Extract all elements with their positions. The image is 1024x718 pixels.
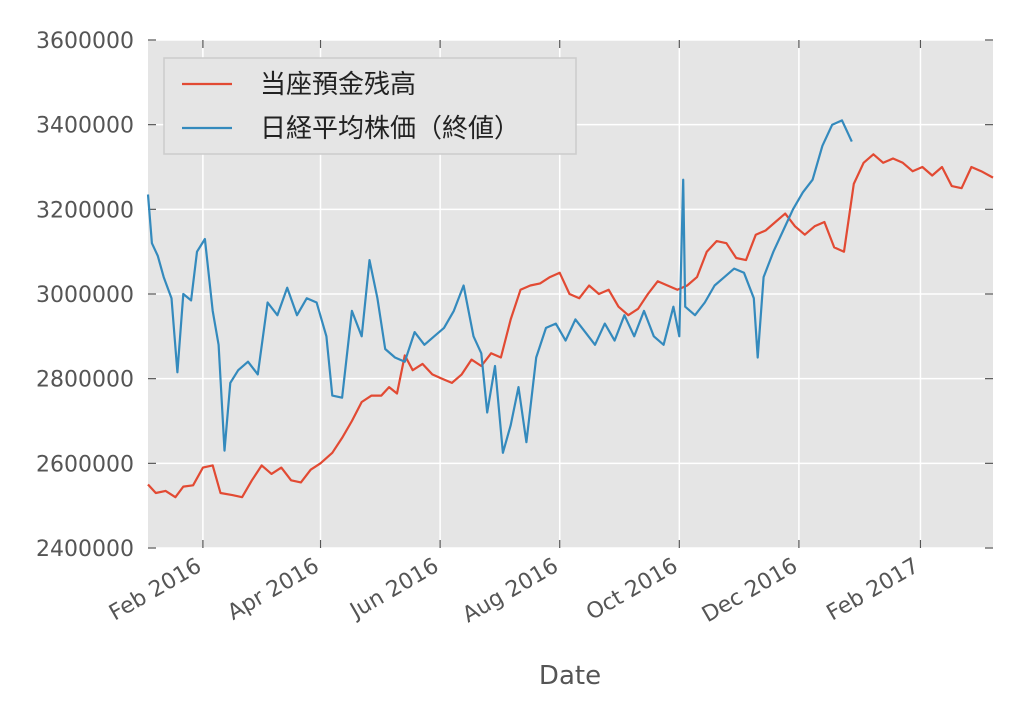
y-tick-label: 2400000 [36, 537, 134, 562]
y-tick-label: 2600000 [36, 452, 134, 477]
legend-label-2: 日経平均株価（終値） [260, 114, 520, 144]
x-tick-label: Dec 2016 [698, 554, 802, 628]
x-tick-label: Jun 2016 [345, 554, 444, 625]
y-tick-label: 3200000 [36, 198, 134, 223]
x-tick-label: Aug 2016 [458, 554, 562, 629]
legend-label-1: 当座預金残高 [260, 70, 416, 100]
x-tick-label: Feb 2016 [105, 554, 206, 627]
x-tick-labels: Feb 2016 Apr 2016 Jun 2016 Aug 2016 Oct 2016… [105, 554, 923, 629]
series-line-2 [146, 119, 853, 454]
legend-box [163, 57, 577, 155]
y-tick-label: 3600000 [36, 29, 134, 54]
y-tick-label: 2800000 [36, 368, 134, 393]
series-layer [146, 119, 994, 499]
x-tick-label: Apr 2016 [224, 554, 324, 626]
y-tick-label: 3400000 [36, 114, 134, 139]
x-tick-label: Oct 2016 [582, 554, 682, 626]
y-tick-label: 3000000 [36, 283, 134, 308]
axis-ticks [148, 39, 993, 549]
y-tick-labels: 2400000 2600000 2800000 3000000 3200000 34000… [36, 29, 134, 562]
x-axis-label: Date [539, 661, 601, 691]
series-line-1 [147, 153, 994, 499]
x-tick-label: Feb 2017 [823, 554, 924, 627]
